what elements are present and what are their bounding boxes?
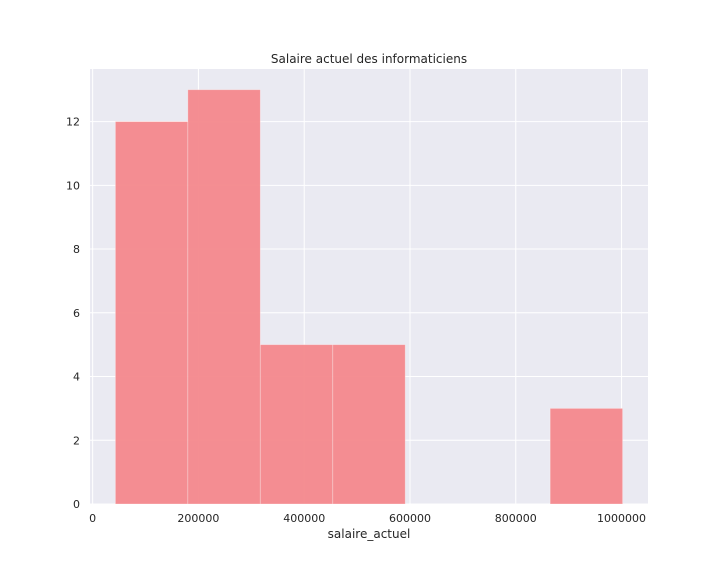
histogram-bar-2 (259, 344, 334, 505)
histogram-bar-6 (549, 407, 624, 505)
x-tick-labels: 0 200000 400000 600000 800000 1000000 (89, 512, 646, 525)
y-tick-label-5: 10 (66, 179, 80, 192)
x-tick-label-0: 0 (89, 512, 96, 525)
y-tick-label-4: 8 (73, 243, 80, 256)
histogram-bar-1 (187, 89, 261, 505)
x-tick-label-4: 800000 (495, 512, 537, 525)
histogram-bar-3 (332, 344, 406, 505)
bars (114, 89, 624, 505)
y-tick-label-3: 6 (73, 307, 80, 320)
x-tick-label-5: 1000000 (597, 512, 646, 525)
x-tick-label-3: 600000 (389, 512, 431, 525)
x-axis-label: salaire_actuel (328, 527, 411, 541)
x-tick-label-1: 200000 (177, 512, 219, 525)
y-tick-label-1: 2 (73, 434, 80, 447)
y-tick-labels: 0 2 4 6 8 10 12 (66, 116, 80, 511)
x-tick-label-2: 400000 (283, 512, 325, 525)
y-tick-label-0: 0 (73, 498, 80, 511)
y-tick-label-2: 4 (73, 371, 80, 384)
histogram-bar-0 (114, 121, 189, 505)
chart-title: Salaire actuel des informaticiens (271, 52, 467, 66)
y-tick-label-6: 12 (66, 116, 80, 129)
